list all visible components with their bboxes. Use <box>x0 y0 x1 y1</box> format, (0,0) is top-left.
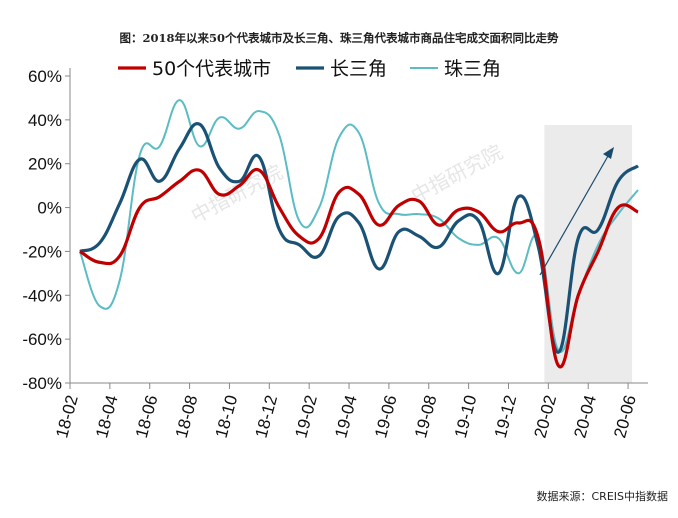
x-tick-label: 18-02 <box>52 393 82 440</box>
x-tick-label: 18-04 <box>92 393 122 440</box>
y-tick-label: 0% <box>37 199 62 218</box>
x-tick-label: 18-12 <box>252 393 282 440</box>
x-tick-label: 19-04 <box>331 393 361 440</box>
x-tick-label: 19-08 <box>411 393 441 440</box>
watermark: 中指研究院 <box>407 140 507 208</box>
y-tick-label: -40% <box>22 286 62 305</box>
highlight-region <box>544 125 633 383</box>
x-tick-label: 19-12 <box>491 393 521 440</box>
x-tick-label: 18-06 <box>132 393 162 440</box>
y-tick-label: 20% <box>28 155 62 174</box>
chart-title: 图：2018年以来50个代表城市及长三角、珠三角代表城市商品住宅成交面积同比走势 <box>119 31 559 45</box>
legend-label: 长三角 <box>330 58 387 80</box>
legend-label: 50个代表城市 <box>152 58 271 80</box>
trend-arrowhead <box>603 147 614 159</box>
x-tick-label: 18-10 <box>212 393 242 440</box>
trend-arrow <box>539 155 609 276</box>
y-tick-label: -20% <box>22 242 62 261</box>
y-tick-label: 40% <box>28 111 62 130</box>
y-tick-label: -80% <box>22 374 62 393</box>
legend-item: 珠三角 <box>410 58 501 80</box>
legend-item: 长三角 <box>296 58 387 80</box>
series-line-0 <box>79 167 639 369</box>
x-tick-label: 20-04 <box>570 393 600 440</box>
x-tick-label: 20-06 <box>610 393 640 440</box>
x-tick-label: 19-02 <box>291 393 321 440</box>
x-tick-label: 19-10 <box>451 393 481 440</box>
legend-item: 50个代表城市 <box>118 58 271 80</box>
legend-label: 珠三角 <box>444 58 501 80</box>
x-tick-label: 19-06 <box>371 393 401 440</box>
data-source: 数据来源：CREIS中指数据 <box>536 490 669 503</box>
x-tick-label: 18-08 <box>172 393 202 440</box>
y-tick-label: -60% <box>22 330 62 349</box>
x-tick-label: 20-02 <box>531 393 561 440</box>
y-tick-label: 60% <box>28 67 62 86</box>
